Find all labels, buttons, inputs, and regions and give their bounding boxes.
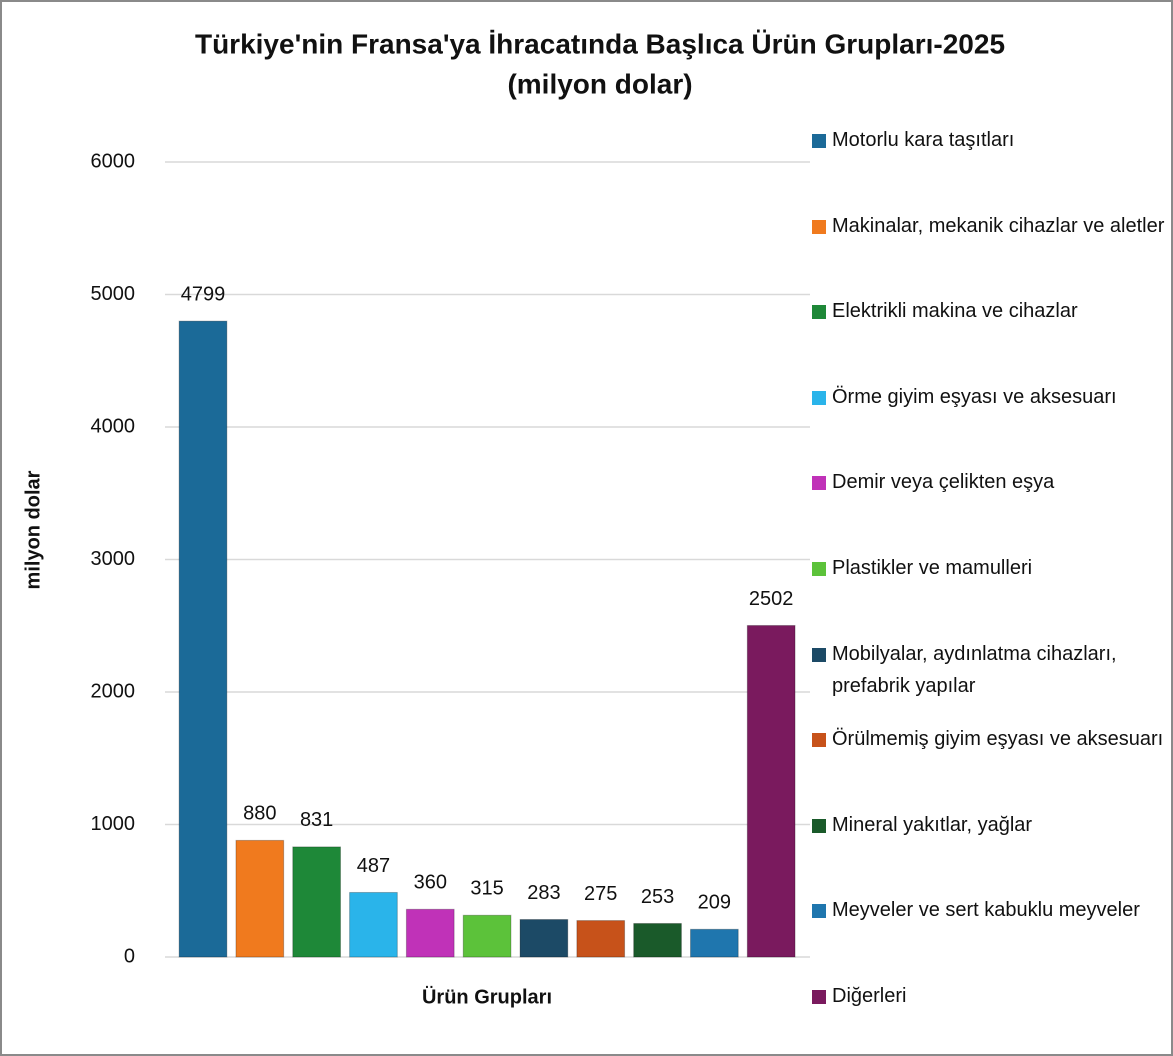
y-tick-label: 1000 [91,813,136,835]
y-axis-label: milyon dolar [22,470,44,589]
legend-swatch [812,904,826,919]
legend-swatch [812,647,826,662]
legend-label: Motorlu kara taşıtları [832,129,1015,151]
legend-swatch [812,476,826,491]
data-label: 487 [357,855,390,877]
bar [746,624,796,958]
data-label: 360 [414,872,447,894]
y-tick-label: 0 [124,945,135,967]
legend-entry: Diğerleri [810,980,1170,1012]
legend-label: Diğerleri [832,985,907,1007]
legend-label: Elektrikli makina ve cihazlar [832,300,1078,323]
chart-title: Türkiye'nin Fransa'ya İhracatında Başlıc… [195,28,1005,59]
bar [519,919,569,958]
data-label: 880 [243,803,276,825]
legend-swatch [812,134,826,148]
y-tick-label: 2000 [91,680,136,702]
legend-swatch [812,390,826,405]
legend-entry: Elektrikli makina ve cihazlar [810,295,1170,327]
bar [690,928,739,958]
data-label: 275 [584,883,617,905]
legend-label: Mobilyalar, aydınlatma cihazları, prefab… [832,642,1117,697]
data-label: 831 [300,809,333,831]
bar [576,920,626,958]
bar [349,891,398,958]
legend-entry: Mineral yakıtlar, yağlar [810,809,1170,841]
legend-swatch [812,219,826,234]
legend-swatch [812,733,826,748]
legend-swatch [812,562,826,576]
legend-entry: Motorlu kara taşıtları [810,124,1170,156]
y-tick-label: 6000 [91,150,136,172]
legend-entry: Mobilyalar, aydınlatma cihazları, prefab… [810,638,1170,702]
legend-swatch [812,990,826,1004]
chart-subtitle: (milyon dolar) [507,68,692,99]
bar [462,914,512,958]
bar [292,846,342,958]
legend-label: Meyveler ve sert kabuklu meyveler [832,899,1140,922]
y-tick-label: 3000 [91,548,136,570]
legend-label: Örme giyim eşyası ve aksesuarı [832,385,1117,408]
legend-label: Mineral yakıtlar, yağlar [832,813,1033,836]
legend-entry: Örülmemiş giyim eşyası ve aksesuarı [810,723,1170,755]
data-label: 2502 [749,588,794,610]
data-label: 283 [527,882,560,904]
bar [633,922,682,958]
legend-swatch [812,818,826,833]
legend-label: Makinalar, mekanik cihazlar ve aletler [832,214,1165,237]
legend-entry: Plastikler ve mamulleri [810,552,1170,584]
bar [235,839,285,958]
y-tick-label: 5000 [91,283,136,305]
bar [405,908,455,958]
y-tick-label: 4000 [91,415,136,437]
legend-entry: Meyveler ve sert kabuklu meyveler [810,894,1170,926]
legend-entry: Demir veya çelikten eşya [810,466,1170,498]
data-label: 209 [698,892,731,914]
legend-label: Demir veya çelikten eşya [832,471,1055,494]
bar [178,320,228,958]
legend-entry: Örme giyim eşyası ve aksesuarı [810,381,1170,413]
data-label: 4799 [181,283,226,305]
data-label: 315 [470,878,503,900]
x-axis-label: Ürün Grupları [422,985,552,1008]
legend-label: Örülmemiş giyim eşyası ve aksesuarı [832,728,1164,751]
data-label: 253 [641,886,674,908]
legend-swatch [812,305,826,320]
legend-entry: Makinalar, mekanik cihazlar ve aletler [810,210,1170,242]
legend-label: Plastikler ve mamulleri [832,557,1033,579]
